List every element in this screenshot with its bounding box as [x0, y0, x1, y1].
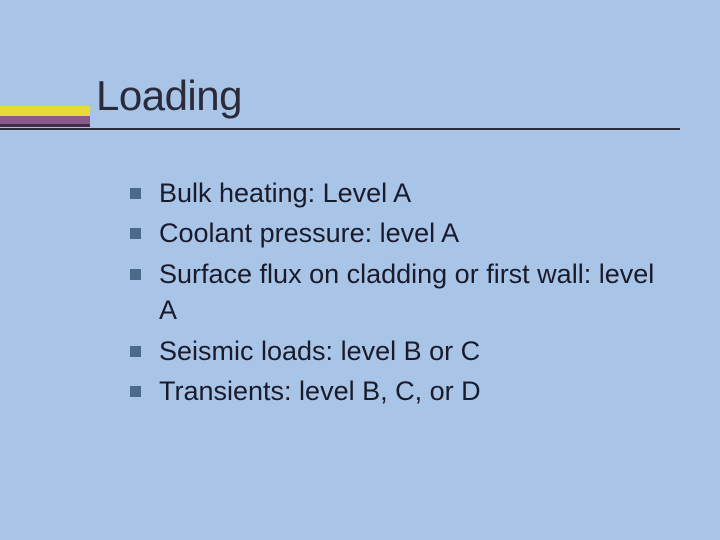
- list-item: Transients: level B, C, or D: [130, 373, 670, 409]
- square-bullet-icon: [130, 346, 141, 357]
- square-bullet-icon: [130, 386, 141, 397]
- list-item: Bulk heating: Level A: [130, 175, 670, 211]
- title-bar: Loading: [0, 62, 720, 126]
- list-item: Seismic loads: level B or C: [130, 333, 670, 369]
- title-accent-block: [0, 106, 90, 124]
- bullet-text: Coolant pressure: level A: [159, 215, 459, 251]
- bullet-text: Surface flux on cladding or first wall: …: [159, 256, 670, 329]
- square-bullet-icon: [130, 269, 141, 280]
- slide-title: Loading: [96, 72, 242, 120]
- accent-yellow-stripe: [0, 106, 90, 116]
- square-bullet-icon: [130, 228, 141, 239]
- bullet-list: Bulk heating: Level A Coolant pressure: …: [130, 175, 670, 414]
- square-bullet-icon: [130, 188, 141, 199]
- list-item: Coolant pressure: level A: [130, 215, 670, 251]
- title-underline: [0, 128, 680, 130]
- slide: Loading Bulk heating: Level A Coolant pr…: [0, 0, 720, 540]
- accent-purple-stripe: [0, 116, 90, 124]
- bullet-text: Transients: level B, C, or D: [159, 373, 481, 409]
- list-item: Surface flux on cladding or first wall: …: [130, 256, 670, 329]
- bullet-text: Seismic loads: level B or C: [159, 333, 480, 369]
- bullet-text: Bulk heating: Level A: [159, 175, 411, 211]
